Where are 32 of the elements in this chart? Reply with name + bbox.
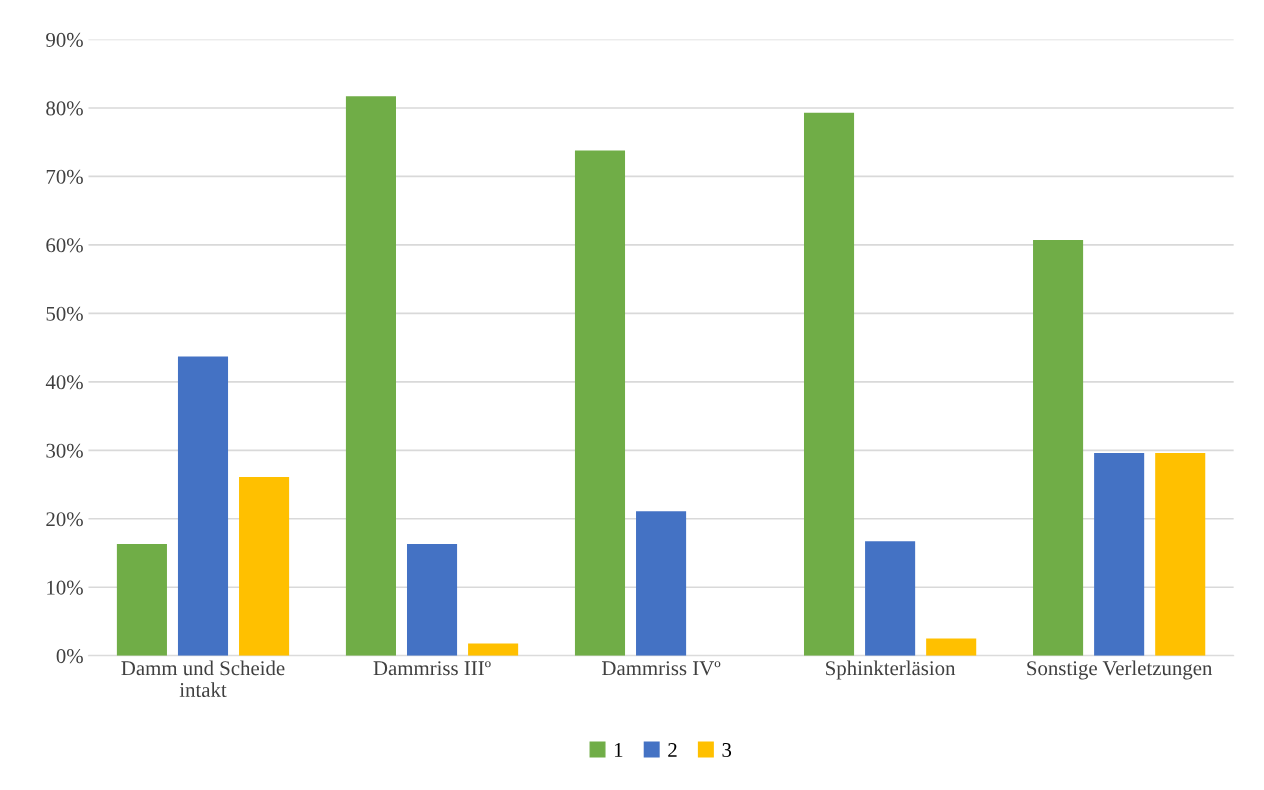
bar xyxy=(1033,240,1084,656)
y-tick-label: 80% xyxy=(46,101,83,116)
bar xyxy=(177,356,229,656)
x-tick-label: Sphinkterläsion xyxy=(826,660,956,680)
legend-label: 1 xyxy=(614,743,623,757)
y-tick-label: 60% xyxy=(46,238,83,253)
x-tick-label: Dammriss IIIº xyxy=(373,661,491,676)
x-tick-label: Damm und Scheide intakt xyxy=(121,660,285,698)
y-tick-label: 30% xyxy=(46,443,83,458)
x-tick-label: Sonstige Verletzungen xyxy=(1027,660,1213,680)
bar xyxy=(406,544,458,656)
bar xyxy=(926,638,977,656)
bar xyxy=(1155,453,1206,656)
bar xyxy=(345,96,396,656)
bar xyxy=(239,477,290,656)
y-tick-label: 70% xyxy=(46,169,83,184)
y-tick-label: 90% xyxy=(46,32,83,47)
bar xyxy=(865,541,916,656)
bar xyxy=(116,544,167,656)
y-tick-label: 40% xyxy=(45,375,83,390)
bar xyxy=(636,511,687,656)
y-tick-label: 0% xyxy=(56,649,83,664)
y-tick-label: 20% xyxy=(46,512,83,527)
bar xyxy=(468,643,519,656)
bar xyxy=(803,112,855,656)
x-tick-label: Dammriss IVº xyxy=(602,661,721,676)
bar xyxy=(1094,453,1145,656)
y-tick-label: 50% xyxy=(46,306,83,321)
legend-label: 2 xyxy=(668,743,677,757)
legend-label: 3 xyxy=(722,743,732,758)
bar xyxy=(574,150,626,656)
y-tick-label: 10% xyxy=(47,580,83,595)
